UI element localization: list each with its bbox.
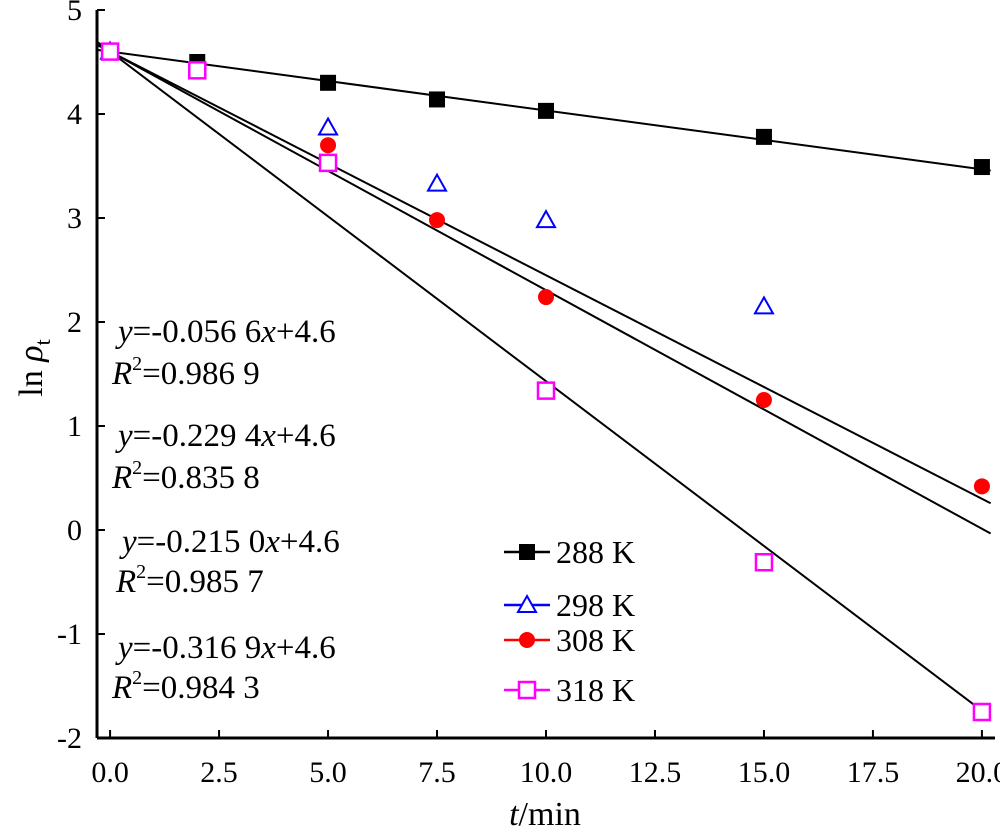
x-tick-label: 15.0 [738, 756, 791, 789]
x-tick-label: 2.5 [200, 756, 238, 789]
point-298k [426, 172, 448, 192]
point-288k [538, 102, 554, 119]
point-298k [317, 116, 339, 136]
point-288k [755, 128, 772, 145]
svg-text:y=-0.215 0x+4.6: y=-0.215 0x+4.6 [119, 524, 340, 560]
svg-text:y=-0.316 9x+4.6: y=-0.316 9x+4.6 [115, 630, 336, 666]
legend-marker-318 [517, 680, 537, 700]
y-tick-label: 3 [67, 202, 82, 235]
fit-line-4 [96, 40, 992, 719]
equation-4: y=-0.316 9x+4.6 R2=0.984 3 [111, 630, 336, 706]
legend-marker-298 [516, 593, 538, 613]
x-tick-label: 7.5 [418, 756, 456, 789]
y-axis-label: ln ρt [13, 339, 55, 396]
point-288k [320, 74, 337, 91]
legend-label-298: 298 K [556, 587, 635, 623]
point-288k [429, 91, 446, 108]
point-308k [755, 392, 772, 408]
x-tick-label: 17.5 [847, 756, 900, 789]
legend-item-298: 298 K [504, 587, 635, 623]
point-318k [100, 42, 120, 61]
y-tick-label: 1 [67, 410, 82, 443]
legend-label-318: 318 K [556, 672, 635, 708]
point-308k [973, 478, 990, 495]
x-axis-label: t/min [509, 796, 581, 833]
y-tick-label: 2 [67, 306, 82, 339]
equation-2: y=-0.229 4x+4.6 R2=0.835 8 [111, 418, 336, 496]
point-308k [429, 212, 446, 229]
legend-item-308: 308 K [504, 622, 635, 658]
data-points [99, 40, 992, 722]
legend: 288 K 298 K 308 K 318 K [504, 534, 635, 708]
x-tick-label: 20.0 [956, 756, 1000, 789]
svg-text:R2=0.835 8: R2=0.835 8 [111, 457, 260, 496]
legend-marker-308 [519, 632, 535, 648]
point-318k [972, 702, 992, 722]
point-318k [318, 153, 338, 173]
y-tick-label: 5 [67, 0, 82, 27]
legend-item-318: 318 K [504, 672, 635, 708]
point-318k [754, 552, 774, 572]
svg-text:y=-0.056 6x+4.6: y=-0.056 6x+4.6 [115, 314, 336, 350]
point-308k [538, 289, 554, 306]
point-318k [536, 381, 556, 400]
fit-line-3 [96, 44, 992, 505]
legend-label-308: 308 K [556, 622, 635, 658]
axis-ticks: 0.0 2.5 5.0 7.5 10.0 12.5 15.0 17.5 20.0 -2 -1 0 1 2 3… [57, 0, 1000, 789]
y-tick-label: 4 [67, 98, 82, 131]
svg-text:R2=0.985 7: R2=0.985 7 [115, 561, 264, 600]
x-tick-label: 12.5 [629, 756, 682, 789]
point-318k [188, 61, 207, 80]
legend-label-288: 288 K [556, 534, 635, 570]
x-tick-label: 0.0 [91, 756, 129, 789]
fit-line-2 [96, 43, 992, 535]
equation-1: y=-0.056 6x+4.6 R2=0.986 9 [111, 314, 336, 392]
point-288k [973, 159, 990, 176]
svg-text:R2=0.986 9: R2=0.986 9 [111, 353, 260, 392]
x-tick-label: 10.0 [520, 756, 573, 789]
y-tick-label: -1 [57, 618, 82, 651]
svg-text:y=-0.229 4x+4.6: y=-0.229 4x+4.6 [115, 418, 336, 454]
y-tick-label: -2 [57, 722, 82, 755]
equation-3: y=-0.215 0x+4.6 R2=0.985 7 [115, 524, 340, 600]
legend-item-288: 288 K [504, 534, 635, 570]
x-tick-label: 5.0 [309, 756, 347, 789]
legend-marker-288 [519, 544, 535, 560]
point-298k [535, 209, 557, 229]
svg-text:R2=0.984 3: R2=0.984 3 [111, 667, 260, 706]
point-308k [320, 137, 337, 154]
y-tick-label: 0 [67, 514, 82, 547]
point-298k [753, 295, 775, 315]
